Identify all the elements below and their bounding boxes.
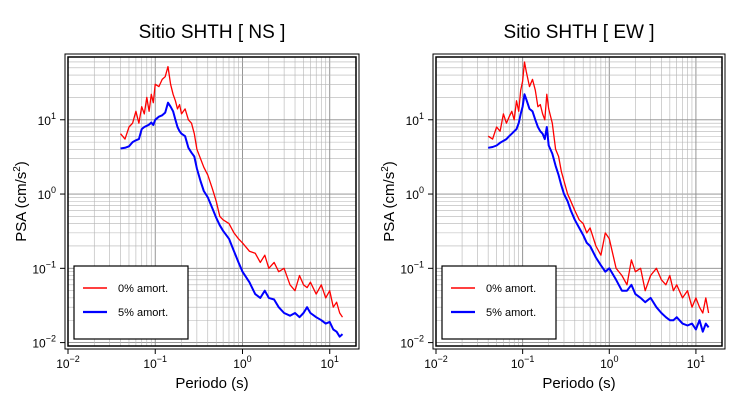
y-tick-label: 100	[38, 185, 56, 202]
legend: 0% amort. 5% amort.	[73, 265, 189, 340]
x-tick-label: 101	[687, 354, 705, 371]
series-line-amort-0	[120, 65, 344, 318]
y-tick-label: 10−1	[32, 259, 56, 276]
plot-frame	[67, 56, 357, 347]
legend-label: 0% amort.	[118, 283, 168, 295]
x-tick-label: 10−1	[143, 354, 167, 371]
series-line-amort-0	[487, 61, 710, 314]
chart-title: Sitio SHTH [ EW ]	[504, 22, 655, 43]
y-tick-label: 100	[406, 185, 424, 202]
plot-frame	[435, 56, 723, 347]
x-tick-label: 10−2	[56, 354, 80, 371]
y-tick-label: 101	[406, 111, 424, 128]
legend-box	[441, 265, 557, 340]
series-line-amort-5	[120, 101, 344, 338]
chart-panel-1: Sitio SHTH [ NS ] 10−2 10−1 100 101 10−2 10−1 1…	[12, 22, 360, 392]
y-tick-label: 101	[38, 111, 56, 128]
legend-label: 5% amort.	[486, 307, 536, 319]
plot-frame-outer	[432, 53, 726, 350]
y-tick-label: 10−2	[400, 334, 424, 351]
x-tick-label: 10−2	[424, 354, 448, 371]
x-tick-label: 100	[233, 354, 251, 371]
series-line-amort-5	[488, 93, 710, 333]
y-axis-label: PSA (cm/s2)	[12, 161, 30, 242]
x-axis-label: Periodo (s)	[175, 375, 248, 392]
x-tick-label: 10−1	[511, 354, 535, 371]
legend-box	[73, 265, 189, 340]
chart-panel-2: Sitio SHTH [ EW ] 10−2 10−1 100 101 10−2 10−1 1…	[380, 22, 726, 392]
legend: 0% amort. 5% amort.	[441, 265, 557, 340]
y-axis-label: PSA (cm/s2)	[380, 161, 398, 242]
legend-label: 5% amort.	[118, 307, 168, 319]
x-axis-label: Periodo (s)	[542, 375, 615, 392]
x-tick-label: 101	[321, 354, 339, 371]
x-tick-label: 100	[600, 354, 618, 371]
chart-title: Sitio SHTH [ NS ]	[139, 22, 286, 43]
legend-label: 0% amort.	[486, 283, 536, 295]
plot-frame-outer	[64, 53, 360, 350]
y-tick-label: 10−2	[32, 334, 56, 351]
y-tick-label: 10−1	[400, 259, 424, 276]
